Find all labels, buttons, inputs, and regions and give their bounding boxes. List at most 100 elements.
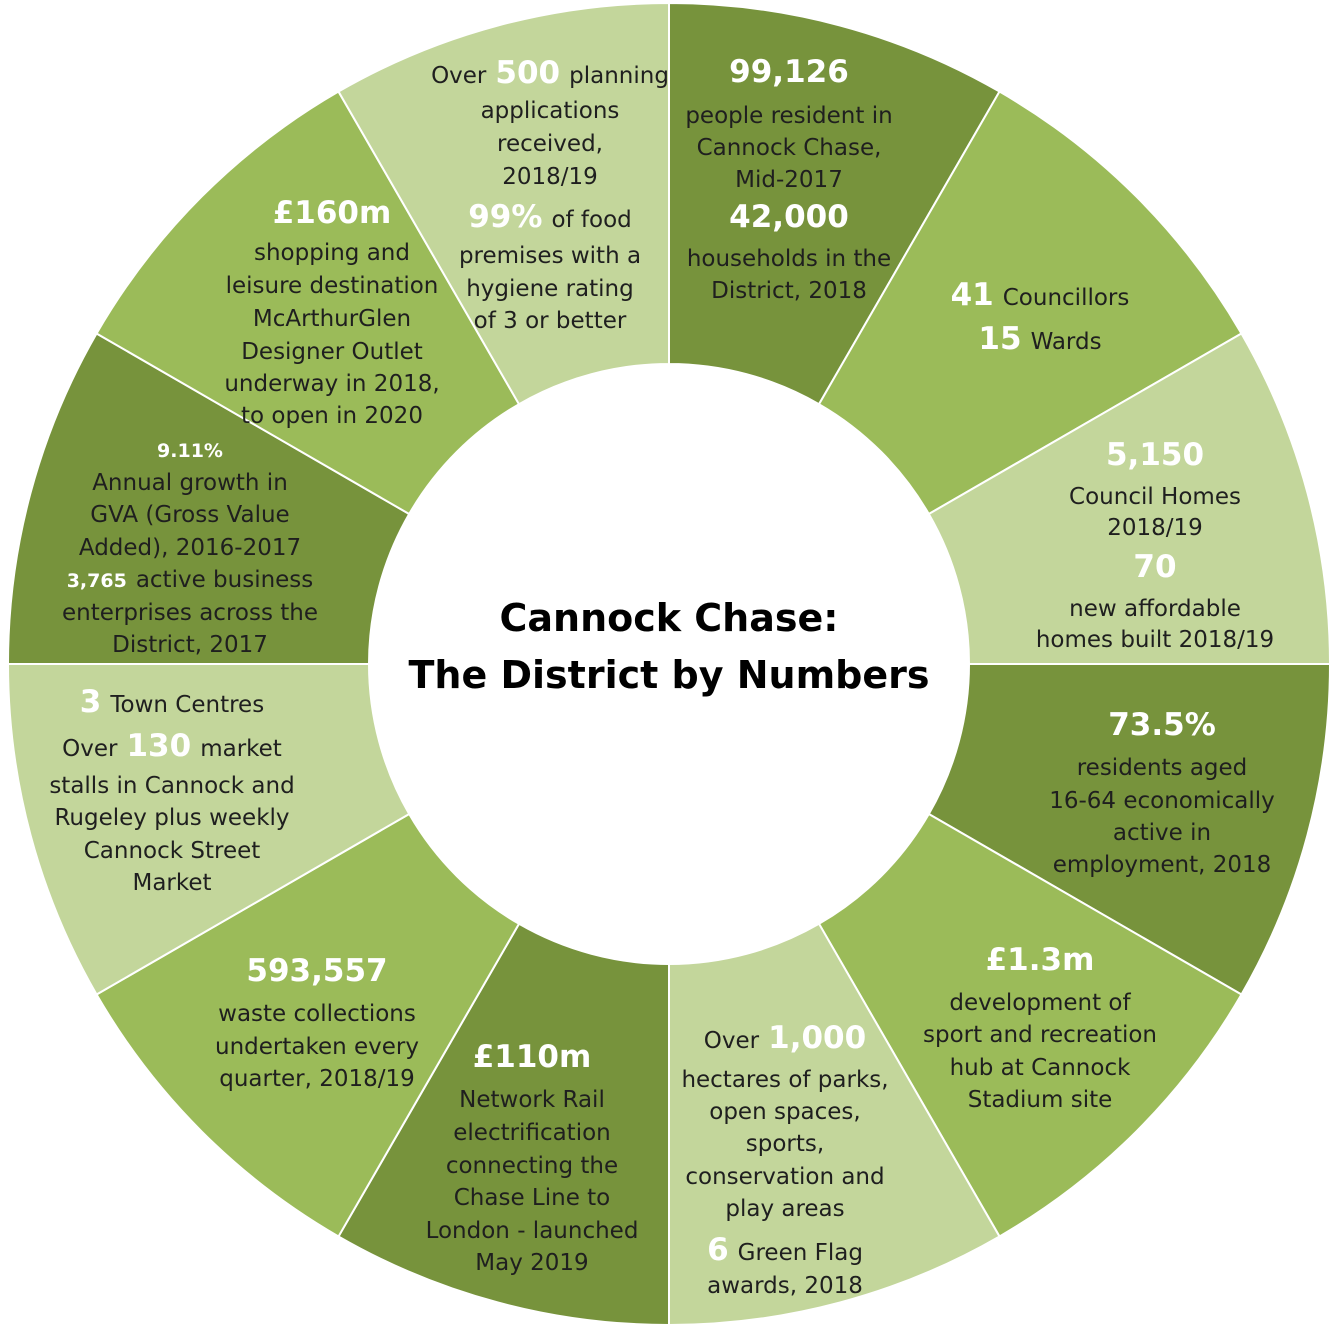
- segment-text-line: 42,000: [729, 199, 849, 235]
- segment-text-line: hygiene rating: [466, 276, 634, 302]
- segment: [337, 922, 670, 1327]
- text-run: Councillors: [1003, 285, 1130, 311]
- text-run: £160m: [273, 195, 392, 231]
- text-run: 41: [951, 277, 994, 313]
- segment-text-line: 593,557: [246, 953, 387, 989]
- segment: [95, 812, 521, 1238]
- segment-text-line: undertaken every: [215, 1034, 419, 1060]
- text-run: residents aged: [1077, 755, 1248, 781]
- segment: [95, 90, 521, 516]
- text-run: Added), 2016-2017: [79, 535, 301, 561]
- segment-text-line: Rugeley plus weekly: [54, 805, 289, 831]
- text-run: 70: [1133, 549, 1176, 585]
- segment-text-line: Market: [132, 870, 211, 896]
- text-run: hub at Cannock: [950, 1055, 1132, 1081]
- text-run: Over: [704, 1028, 760, 1054]
- text-run: active business: [136, 567, 313, 593]
- segment-text-line: Over 500 planning: [431, 55, 669, 91]
- segment: [668, 1, 1001, 406]
- text-run: Designer Outlet: [241, 339, 423, 365]
- text-run: £1.3m: [986, 942, 1095, 978]
- text-run: 3,765: [67, 570, 127, 592]
- segment: [927, 663, 1332, 996]
- text-run: Network Rail: [459, 1087, 605, 1113]
- text-run: quarter, 2018/19: [219, 1066, 415, 1092]
- text-run: 1,000: [768, 1020, 866, 1056]
- text-run: 16-64 economically: [1049, 788, 1275, 814]
- text-run: leisure destination: [226, 273, 439, 299]
- text-run: households in the: [687, 246, 891, 272]
- text-run: underway in 2018,: [224, 371, 439, 397]
- text-run: undertaken every: [215, 1034, 419, 1060]
- text-run: Mid-2017: [735, 167, 843, 193]
- segment-text-line: employment, 2018: [1053, 852, 1272, 878]
- segment-text-line: London - launched: [426, 1218, 639, 1244]
- segment-text-line: conservation and: [685, 1164, 884, 1190]
- segment-text-line: District, 2017: [112, 632, 268, 658]
- text-run: District, 2018: [711, 278, 867, 304]
- text-run: planning: [569, 63, 669, 89]
- segment-text-line: sports,: [746, 1131, 824, 1157]
- text-run: 2018/19: [1107, 515, 1203, 541]
- segment-text-line: Chase Line to: [454, 1185, 611, 1211]
- text-run: Over: [431, 63, 487, 89]
- segment-text-line: households in the: [687, 246, 891, 272]
- segment-text-line: District, 2018: [711, 278, 867, 304]
- text-run: London - launched: [426, 1218, 639, 1244]
- text-run: sports,: [746, 1131, 824, 1157]
- segment-text-line: 99% of food: [468, 199, 632, 235]
- text-run: 6: [707, 1232, 729, 1268]
- text-run: Green Flag: [738, 1240, 863, 1266]
- segment-text-line: Over 130 market: [62, 728, 282, 764]
- segment-text-line: applications: [481, 98, 620, 124]
- segment-text-line: 2018/19: [1107, 515, 1203, 541]
- text-run: District, 2017: [112, 632, 268, 658]
- segment-text-line: McArthurGlen: [253, 306, 411, 332]
- segment-text-line: open spaces,: [709, 1099, 860, 1125]
- segment-text-line: 5,150: [1106, 437, 1204, 473]
- text-run: Chase Line to: [454, 1185, 611, 1211]
- segment-text-line: Cannock Street: [84, 838, 261, 864]
- text-run: McArthurGlen: [253, 306, 411, 332]
- segment-text-line: underway in 2018,: [224, 371, 439, 397]
- text-run: Town Centres: [109, 692, 264, 718]
- text-run: Council Homes: [1069, 484, 1241, 510]
- text-run: 593,557: [246, 953, 387, 989]
- segment-text-line: sport and recreation: [923, 1022, 1157, 1048]
- text-run: awards, 2018: [707, 1273, 863, 1299]
- text-run: of 3 or better: [474, 308, 627, 334]
- text-run: GVA (Gross Value: [90, 502, 289, 528]
- segment-text-line: GVA (Gross Value: [90, 502, 289, 528]
- text-run: Annual growth in: [92, 470, 288, 496]
- text-run: 500: [495, 55, 560, 91]
- text-run: 130: [126, 728, 191, 764]
- segment: [668, 922, 1001, 1327]
- text-run: market: [200, 736, 282, 762]
- segment-text-line: awards, 2018: [707, 1273, 863, 1299]
- segment-text-line: Designer Outlet: [241, 339, 423, 365]
- text-run: people resident in: [685, 103, 892, 129]
- segment: [6, 332, 411, 665]
- segment-text-line: play areas: [725, 1196, 844, 1222]
- text-run: 5,150: [1106, 437, 1204, 473]
- text-run: 73.5%: [1108, 707, 1216, 743]
- segment-text-line: 9.11%: [157, 440, 223, 462]
- text-run: conservation and: [685, 1164, 884, 1190]
- segment-text-line: connecting the: [446, 1153, 618, 1179]
- text-run: waste collections: [218, 1001, 416, 1027]
- segment-text-line: 3 Town Centres: [80, 684, 264, 720]
- text-run: 2018/19: [502, 164, 598, 190]
- text-run: Cannock Chase,: [697, 135, 882, 161]
- center-title: The District by Numbers: [409, 653, 930, 697]
- text-run: Rugeley plus weekly: [54, 805, 289, 831]
- segment-text-line: £110m: [473, 1039, 592, 1075]
- text-run: Cannock Street: [84, 838, 261, 864]
- text-run: 99,126: [729, 54, 849, 90]
- segment-text-line: electrification: [453, 1120, 611, 1146]
- segment-text-line: hectares of parks,: [681, 1067, 888, 1093]
- segment-text-line: 41 Councillors: [951, 277, 1130, 313]
- segment-text-line: Over 1,000: [704, 1020, 866, 1056]
- segment-text-line: 2018/19: [502, 164, 598, 190]
- segment-text-line: Network Rail: [459, 1087, 605, 1113]
